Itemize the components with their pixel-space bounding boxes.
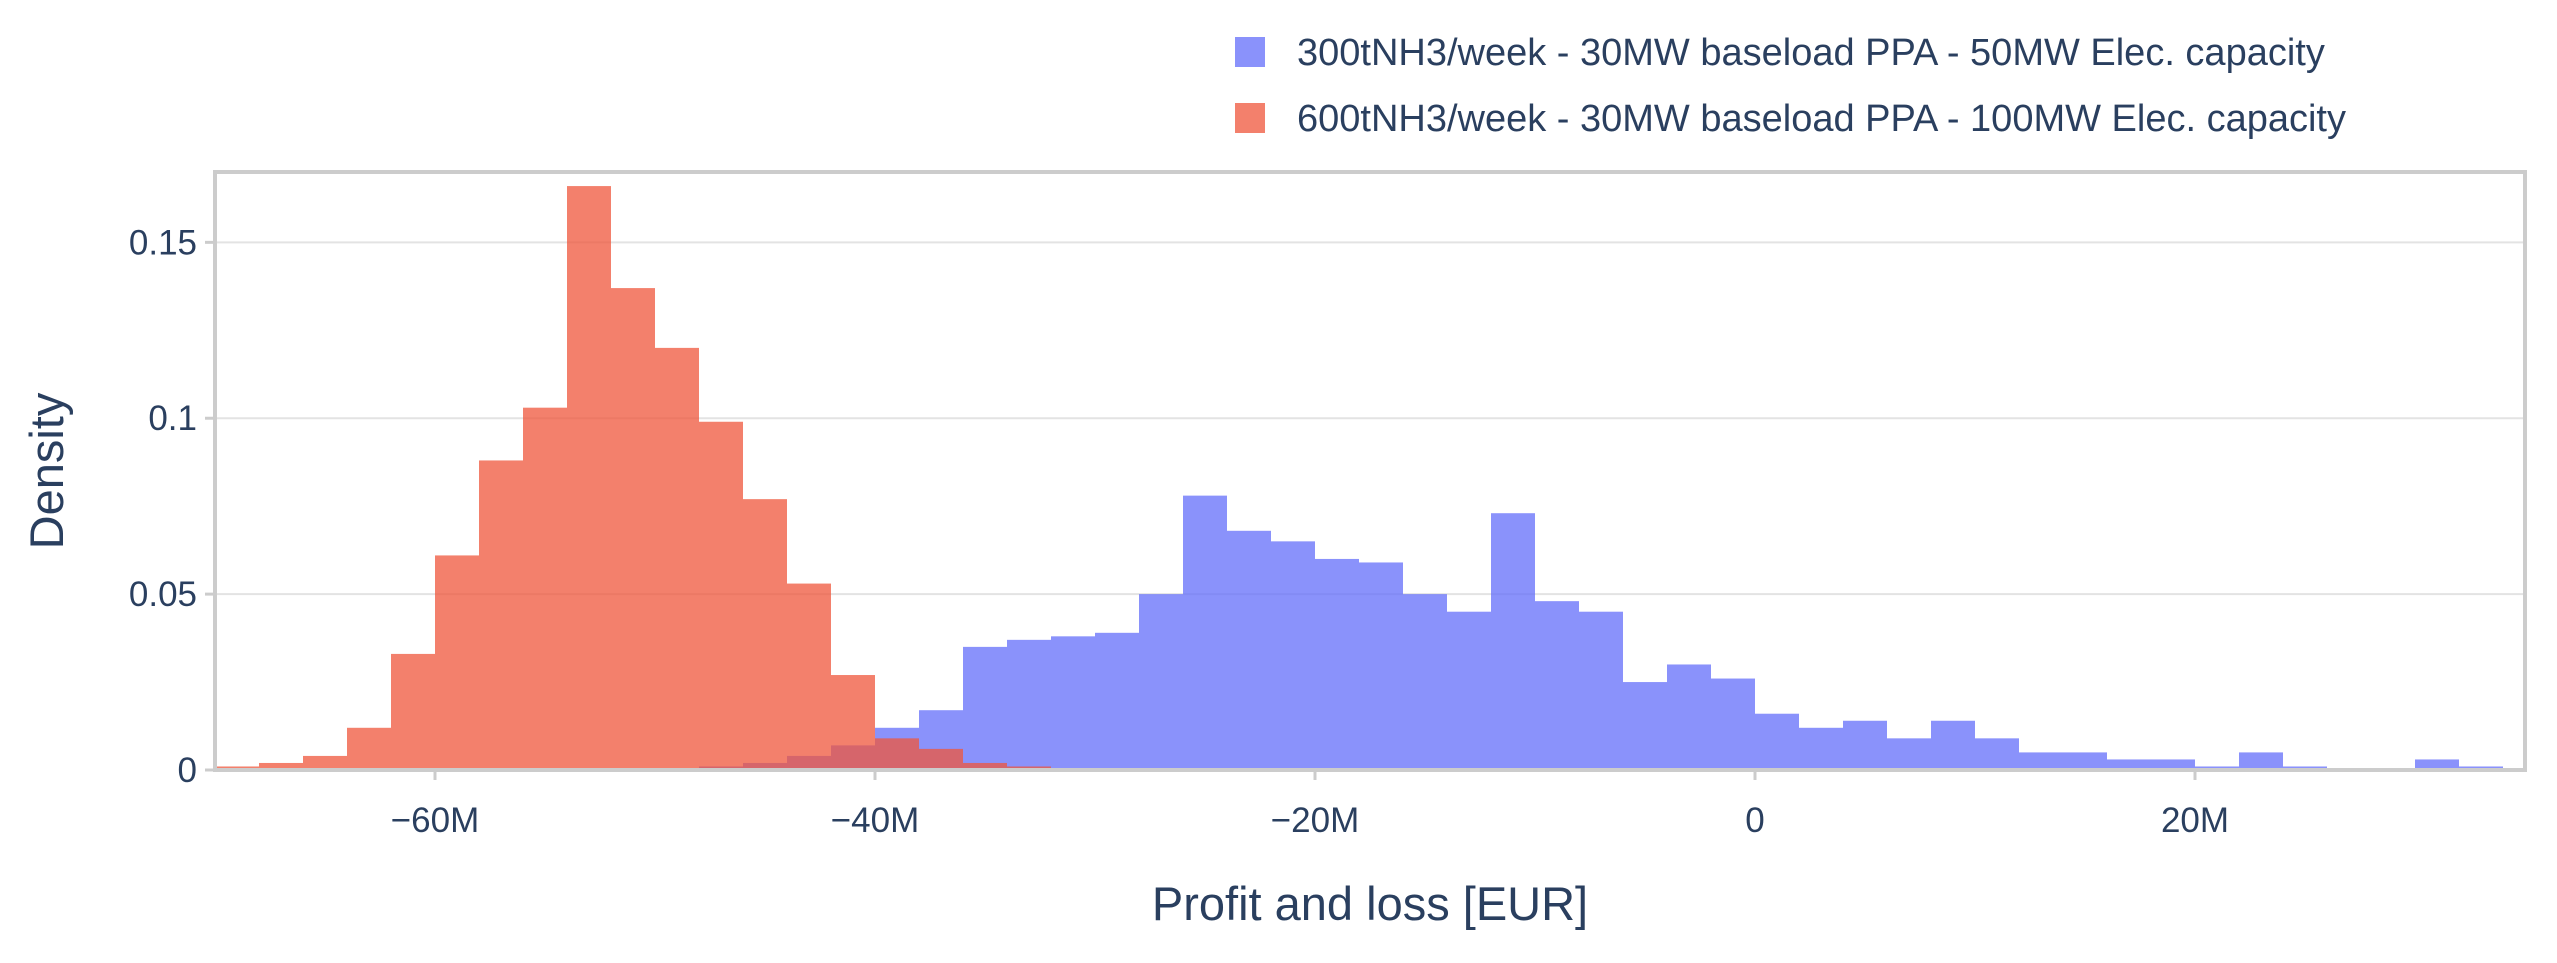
x-tick-label-2: −20M bbox=[1271, 801, 1360, 840]
series-0-bar-15 bbox=[1359, 562, 1403, 770]
series-1 bbox=[215, 186, 1095, 771]
y-tick-label-1: 0.05 bbox=[129, 575, 197, 614]
ticks-layer: −60M −40M −20M 0 20M 0 0.05 0.1 0.15 bbox=[129, 223, 2229, 840]
series-0-bar-32 bbox=[2107, 759, 2151, 770]
series-1-bar-8 bbox=[567, 186, 611, 771]
x-tick-label-3: 0 bbox=[1745, 801, 1764, 840]
series-0-bar-19 bbox=[1535, 601, 1579, 770]
series-0-bar-20 bbox=[1579, 611, 1623, 770]
series-1-bar-12 bbox=[743, 499, 787, 770]
series-1-bar-5 bbox=[435, 555, 479, 770]
series-0-bar-31 bbox=[2063, 752, 2107, 770]
series-1-bar-3 bbox=[347, 727, 391, 770]
series-1-bar-7 bbox=[523, 407, 567, 770]
series-0-bar-7 bbox=[1007, 639, 1051, 770]
series-0-bar-24 bbox=[1755, 713, 1799, 770]
series-0-bar-26 bbox=[1843, 720, 1887, 770]
legend-label-0: 300tNH3/week - 30MW baseload PPA - 50MW … bbox=[1297, 32, 2325, 74]
x-tick-label-1: −40M bbox=[831, 801, 920, 840]
series-1-bar-17 bbox=[963, 762, 1007, 770]
series-0-bar-22 bbox=[1667, 664, 1711, 770]
series-0-bar-12 bbox=[1227, 530, 1271, 770]
series-1-bar-16 bbox=[919, 748, 963, 770]
series-0-bar-18 bbox=[1491, 513, 1535, 770]
legend-item-1[interactable]: 600tNH3/week - 30MW baseload PPA - 100MW… bbox=[1235, 98, 2346, 140]
series-0-bar-27 bbox=[1887, 738, 1931, 770]
series-0-bar-21 bbox=[1623, 682, 1667, 770]
series-1-bar-9 bbox=[611, 288, 655, 770]
series-1-bar-13 bbox=[787, 583, 831, 770]
series-1-bar-10 bbox=[655, 347, 699, 770]
legend[interactable]: 300tNH3/week - 30MW baseload PPA - 50MW … bbox=[1235, 32, 2346, 140]
series-0-bar-35 bbox=[2239, 752, 2283, 770]
x-axis-title: Profit and loss [EUR] bbox=[1152, 877, 1588, 930]
series-0-bar-23 bbox=[1711, 678, 1755, 770]
legend-item-0[interactable]: 300tNH3/week - 30MW baseload PPA - 50MW … bbox=[1235, 32, 2325, 74]
x-tick-label-0: −60M bbox=[391, 801, 480, 840]
bars-layer bbox=[215, 186, 2525, 771]
legend-swatch-0 bbox=[1235, 37, 1265, 67]
series-1-bar-1 bbox=[259, 762, 303, 770]
series-0-bar-14 bbox=[1315, 558, 1359, 770]
y-tick-label-0: 0 bbox=[178, 751, 197, 790]
series-0-bar-9 bbox=[1095, 632, 1139, 770]
series-1-bar-11 bbox=[699, 421, 743, 770]
series-1-bar-15 bbox=[875, 738, 919, 770]
series-0-bar-39 bbox=[2415, 759, 2459, 770]
y-axis-title: Density bbox=[20, 392, 73, 549]
y-tick-label-2: 0.1 bbox=[148, 399, 197, 438]
series-1-bar-2 bbox=[303, 755, 347, 770]
series-0-bar-30 bbox=[2019, 752, 2063, 770]
series-0 bbox=[699, 495, 2525, 770]
series-0-bar-25 bbox=[1799, 727, 1843, 770]
series-0-bar-17 bbox=[1447, 611, 1491, 770]
series-0-bar-16 bbox=[1403, 594, 1447, 770]
series-0-bar-33 bbox=[2151, 759, 2195, 770]
series-0-bar-8 bbox=[1051, 636, 1095, 770]
series-0-bar-29 bbox=[1975, 738, 2019, 770]
series-0-bar-11 bbox=[1183, 495, 1227, 770]
y-tick-label-3: 0.15 bbox=[129, 223, 197, 262]
series-1-bar-4 bbox=[391, 653, 435, 770]
series-0-bar-13 bbox=[1271, 541, 1315, 770]
series-0-bar-28 bbox=[1931, 720, 1975, 770]
series-1-bar-14 bbox=[831, 675, 875, 770]
plot-frame bbox=[213, 170, 2527, 772]
series-0-bar-10 bbox=[1139, 594, 1183, 770]
series-0-bar-6 bbox=[963, 646, 1007, 770]
series-1-bar-6 bbox=[479, 460, 523, 770]
x-tick-label-4: 20M bbox=[2161, 801, 2229, 840]
legend-swatch-1 bbox=[1235, 103, 1265, 133]
legend-label-1: 600tNH3/week - 30MW baseload PPA - 100MW… bbox=[1297, 98, 2346, 140]
